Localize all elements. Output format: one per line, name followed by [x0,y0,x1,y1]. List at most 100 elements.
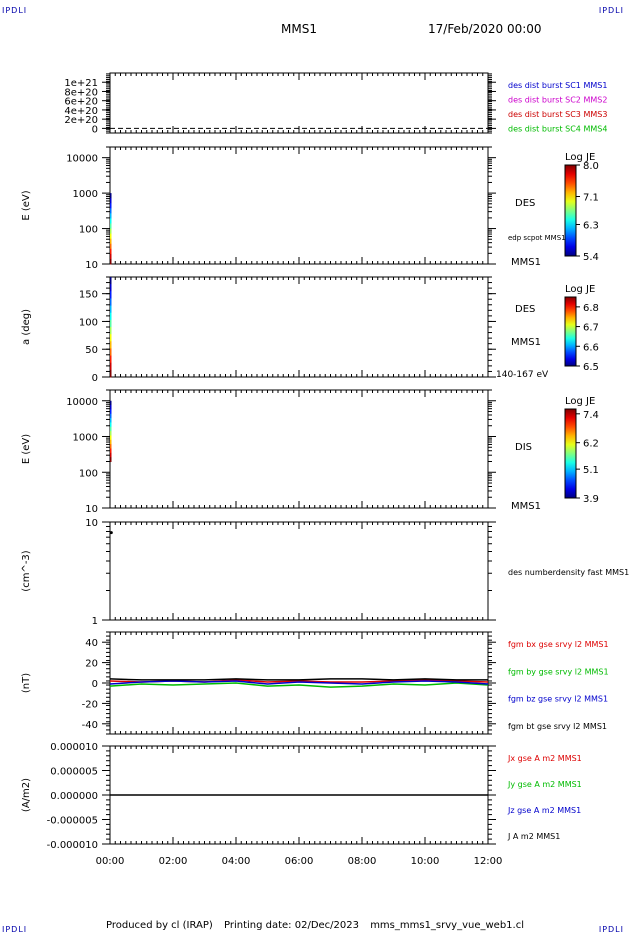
dis-energy-spectrogram-ytick-label: 10000 [66,397,98,408]
des-energy-spectrogram-ytick-label: 100 [79,225,98,236]
des-pitch-angle-spacecraft-label: MMS1 [511,337,541,348]
des-pitch-angle-spectrogram-cell [110,284,112,292]
des-energy-spectrogram-colorbar-title: Log JE [565,152,595,163]
des-energy-spectrogram-spectrogram-cell [110,258,112,265]
distribution-flags-legend-entry: des dist burst SC4 MMS4 [508,125,607,134]
dis-energy-spectrogram-spectrogram-cell [110,444,112,449]
des-energy-spectrogram-spectrogram-cell [110,203,112,209]
dis-energy-spectrogram-colorbar [564,408,577,499]
des-energy-spectrogram-ylabel: E (eV) [21,190,32,220]
des-energy-spectrogram-spectrogram-cell [110,253,112,260]
dis-energy-spectrogram-spectrogram-cell [110,409,112,415]
des-energy-spectrogram-ytick-label: 1000 [73,189,98,200]
des-pitch-angle-spectrogram-cell [110,312,112,321]
x-tick-label: 04:00 [222,856,251,867]
density-ylabel: (cm^-3) [21,550,32,591]
current-density-ytick-label: 0.000010 [50,742,98,753]
distribution-flags-legend-entry: des dist burst SC3 MMS3 [508,110,607,119]
dis-energy-spectrogram-colorbar-tick-label: 6.2 [583,439,599,450]
des-pitch-angle-spectrogram-cell [110,355,112,364]
des-energy-spectrogram-colorbar-tick-label: 8.0 [583,161,599,172]
dis-energy-spectrogram-ytick-label: 100 [79,468,98,479]
des-pitch-angle-spectrogram-cell [110,298,112,307]
x-tick-label: 12:00 [474,856,503,867]
dis-energy-spectrogram-spectrogram-cell [110,448,112,454]
corner-label-top-left: IPDLI [2,6,28,15]
distribution-flags-ytick-label: 1e+21 [64,78,98,89]
density-ytick-label: 10 [85,518,98,529]
des-pitch-angle-ytick-label: 150 [79,290,98,301]
distribution-flags-ytick-label: 0 [92,124,98,135]
magnetic-field-ytick-label: 0 [92,679,98,690]
des-pitch-angle-colorbar-tick-label: 6.5 [583,362,599,373]
corner-label-bottom-left: IPDLI [2,925,28,934]
des-pitch-angle-spectrogram-cell [110,362,112,371]
des-energy-spectrogram-spectrogram-cell [110,218,112,224]
density-data-point [109,531,113,535]
des-energy-spectrogram-colorbar-tick-label: 5.4 [583,252,599,263]
des-energy-spectrogram-spectrogram-cell [110,213,112,219]
des-pitch-angle-spectrogram-cell [110,341,112,349]
des-pitch-angle-colorbar-tick-label: 6.6 [583,342,599,353]
des-pitch-angle-colorbar-tick-label: 6.7 [583,323,599,334]
des-pitch-angle-spectrogram-cell [110,369,112,378]
dis-energy-spectrogram-colorbar-tick-label: 3.9 [583,494,599,505]
figure-spacecraft-title: MMS1 [281,22,317,36]
des-pitch-angle-colorbar-title: Log JE [565,284,595,295]
density-frame [109,521,489,621]
des-energy-spectrogram-spectrogram-cell [110,243,112,250]
des-energy-spectrogram-spectrogram-cell [110,228,112,235]
footer-produced-by: Produced by cl (IRAP) [106,920,213,931]
dis-energy-spectrogram-spectrogram-cell [110,422,112,428]
dis-energy-spectrogram-colorbar-title: Log JE [565,396,595,407]
des-pitch-angle-spectrogram-cell [110,305,112,314]
des-energy-spectrogram-instrument-label: DES [515,198,535,209]
des-energy-spectrogram-ytick-label: 10 [85,260,98,271]
distribution-flags-ytick-label: 2e+20 [64,115,98,126]
dis-energy-spectrogram-ytick-label: 1000 [73,433,98,444]
magnetic-field-legend-entry: fgm bx gse srvy l2 MMS1 [508,640,609,649]
x-tick-label: 10:00 [411,856,440,867]
dis-energy-spectrogram-spectrogram-cell [110,426,112,432]
des-pitch-angle-spectrogram-cell [110,291,112,299]
des-pitch-angle-colorbar-tick-label: 6.8 [583,303,599,314]
des-pitch-angle-colorbar [564,296,577,367]
des-energy-spectrogram-spectrogram-cell [110,233,112,240]
x-tick-label: 02:00 [159,856,188,867]
dis-energy-spectrogram-spectrogram-cell [110,452,112,458]
current-density-legend-entry: Jx gse A m2 MMS1 [507,754,582,763]
distribution-flags-ytick-label: 8e+20 [64,87,98,98]
des-energy-spectrogram-colorbar-tick-label: 6.3 [583,221,599,232]
x-tick-label: 00:00 [96,856,125,867]
des-energy-spectrogram-spectrogram-cell [110,238,112,245]
magnetic-field-series-line-3 [109,678,488,681]
current-density-ytick-label: -0.000010 [47,840,98,851]
dis-energy-spectrogram-spectrogram-cell [110,431,112,436]
des-energy-spectrogram-spectrogram-cell [110,248,112,255]
x-tick-label: 08:00 [348,856,377,867]
magnetic-field-ytick-label: -20 [82,699,98,710]
des-pitch-angle-spectrogram-cell [110,327,112,335]
distribution-flags-ytick-label: 4e+20 [64,106,98,117]
magnetic-field-frame [109,631,489,735]
figure-datetime: 17/Feb/2020 00:00 [428,22,542,36]
des-energy-spectrogram-colorbar [564,164,577,257]
dis-energy-spectrogram-frame [109,389,489,509]
dis-energy-spectrogram-colorbar-tick-label: 5.1 [583,465,599,476]
dis-energy-spectrogram-spectrogram-cell [110,457,112,462]
current-density-legend-entry: Jz gse A m2 MMS1 [507,806,581,815]
current-density-legend-entry: Jy gse A m2 MMS1 [507,780,582,789]
des-energy-spectrogram-colorbar-tick-label: 7.1 [583,193,599,204]
magnetic-field-legend-entry: fgm bz gse srvy l2 MMS1 [508,695,608,704]
footer-file-name: mms_mms1_srvy_vue_web1.cl [370,920,524,931]
magnetic-field-series-line-1 [109,682,489,688]
des-energy-spectrogram-spacecraft-label: MMS1 [511,257,541,268]
distribution-flags-legend-entry: des dist burst SC2 MMS2 [508,96,607,105]
des-energy-spectrogram-spectrogram-cell [110,193,112,199]
des-pitch-angle-ylabel: a (deg) [21,309,32,345]
des-pitch-angle-spectrogram-cell [110,334,112,342]
dis-energy-spectrogram-spectrogram-cell [110,400,112,406]
footer: Produced by cl (IRAP) Printing date: 02/… [0,920,630,931]
